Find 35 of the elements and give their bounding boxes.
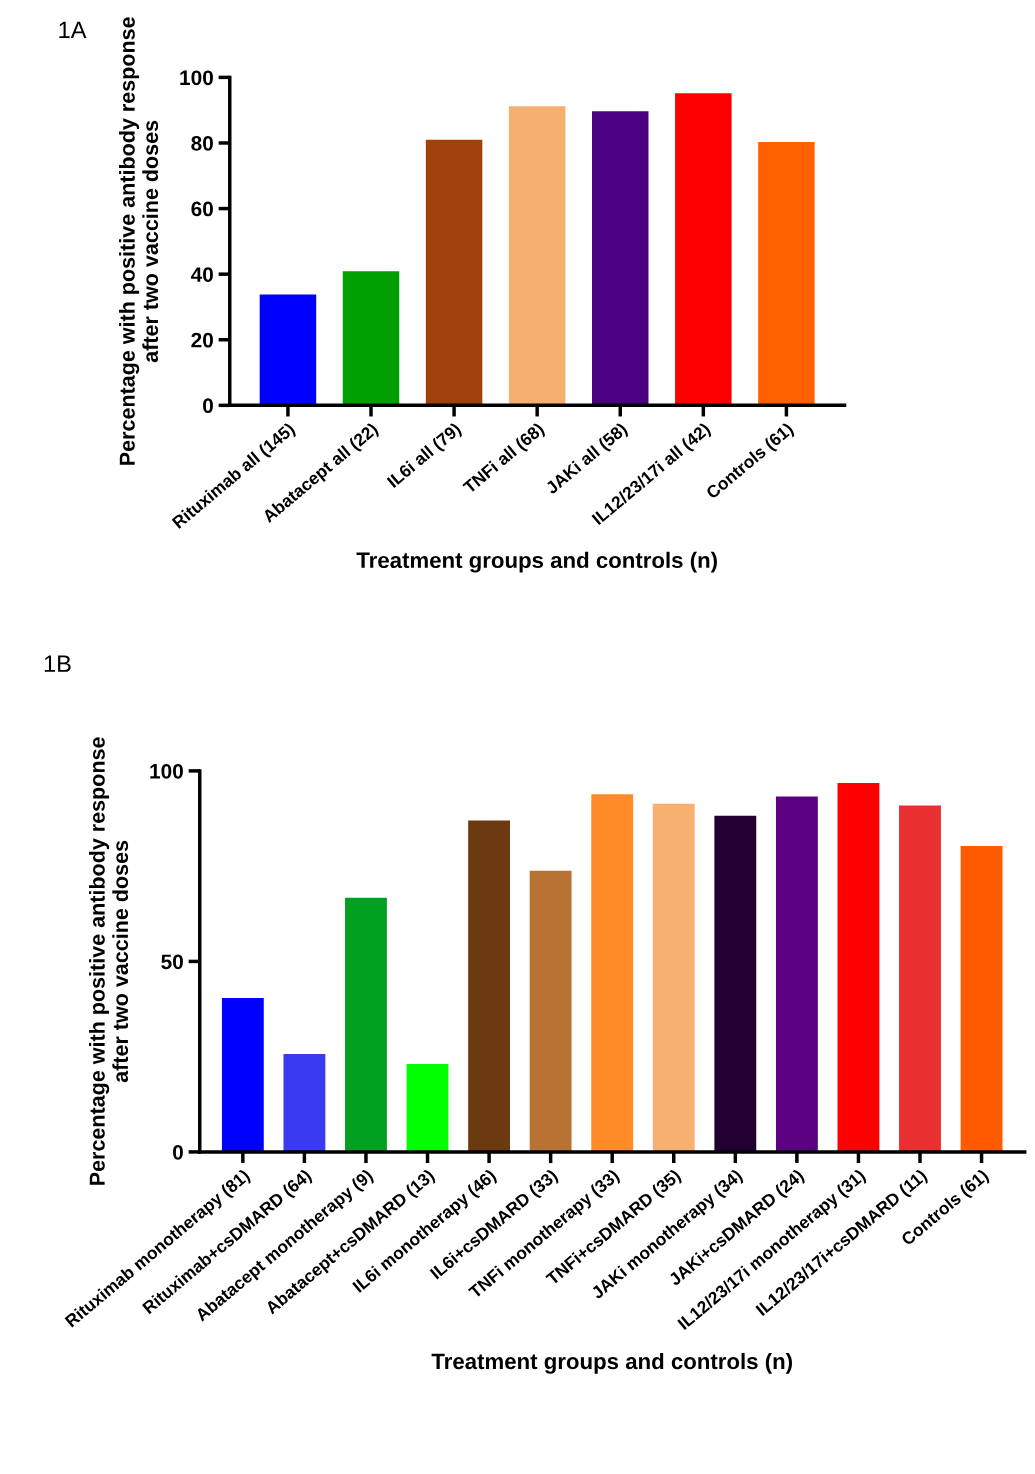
y-tick-label: 50 — [161, 954, 183, 970]
bar — [899, 805, 941, 1152]
bar — [259, 294, 317, 406]
bar — [342, 271, 400, 406]
x-axis-title: Treatment groups and controls (n) — [356, 551, 717, 573]
y-tick-label: 60 — [191, 201, 213, 217]
y-tick-label: 100 — [180, 70, 213, 86]
y-axis-title: Percentage with positive antibody response after two vaccine doses — [89, 737, 129, 1185]
bar — [960, 845, 1003, 1152]
y-tick-label: 80 — [191, 135, 213, 151]
bar — [425, 139, 483, 406]
y-tick-label: 0 — [203, 398, 213, 414]
bar — [221, 998, 264, 1152]
bar — [652, 803, 695, 1152]
x-axis-title: Treatment groups and controls (n) — [431, 1352, 792, 1374]
bar — [529, 870, 572, 1152]
y-axis-title: Percentage with positive antibody response after two vaccine doses — [119, 17, 159, 465]
bar — [468, 820, 511, 1152]
chart-title: 1A — [59, 21, 87, 39]
bar — [592, 111, 649, 406]
bar — [508, 106, 566, 406]
bar — [283, 1054, 326, 1152]
chart-title: 1B — [44, 655, 71, 672]
y-tick-label: 100 — [150, 763, 183, 779]
bar — [675, 93, 732, 406]
bar — [345, 897, 387, 1152]
bar — [775, 796, 818, 1152]
bar — [837, 783, 880, 1152]
bar — [758, 141, 815, 406]
y-tick-label: 20 — [191, 332, 213, 348]
bar — [591, 794, 634, 1152]
bar — [406, 1063, 449, 1152]
y-tick-label: 0 — [173, 1144, 183, 1160]
y-tick-label: 40 — [190, 267, 213, 282]
bar — [714, 815, 757, 1152]
